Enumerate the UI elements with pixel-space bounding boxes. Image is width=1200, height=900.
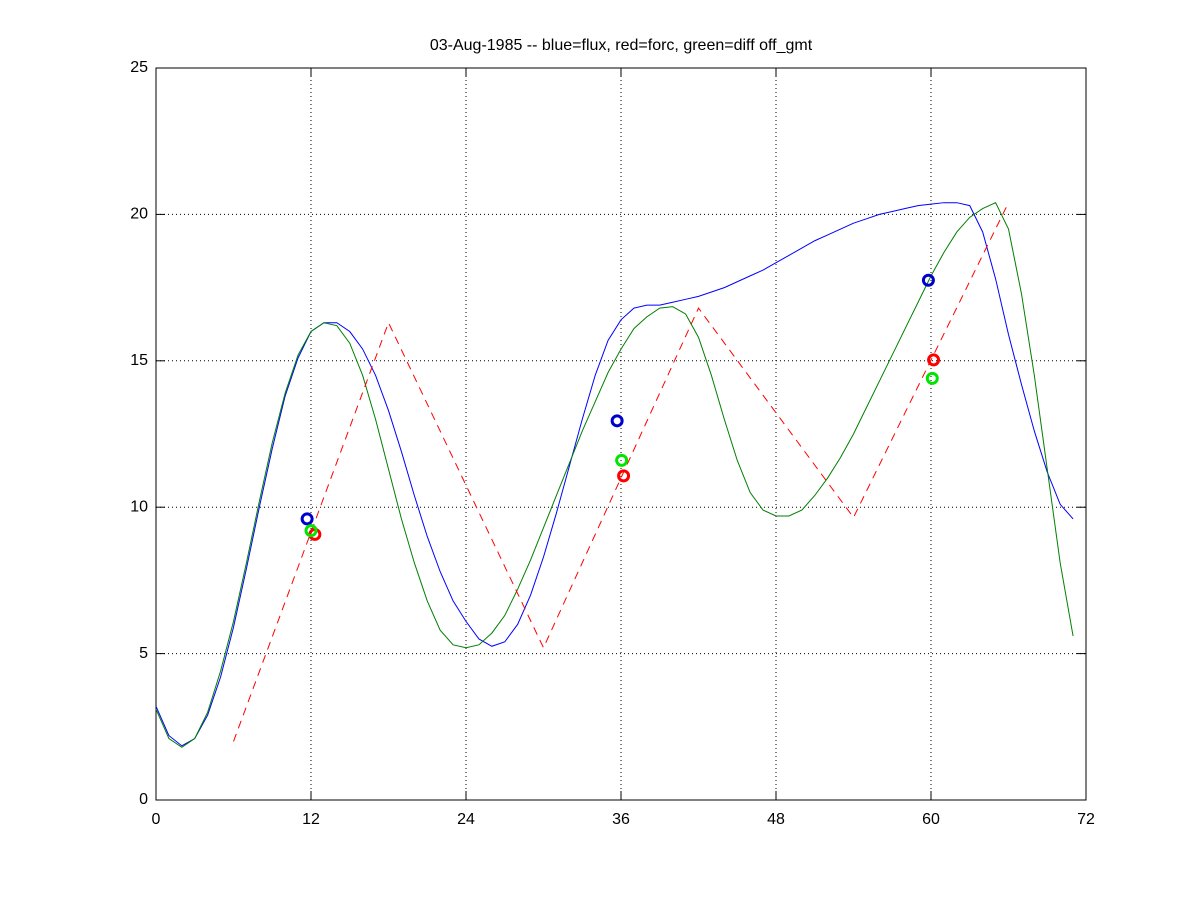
x-tick-label: 48	[767, 811, 785, 828]
data-line	[233, 202, 1009, 742]
x-tick-label: 0	[152, 811, 161, 828]
y-tick-label: 15	[130, 352, 148, 369]
x-tick-label: 60	[922, 811, 940, 828]
chart-title: 03-Aug-1985 -- blue=flux, red=forc, gree…	[430, 37, 813, 54]
data-point	[615, 453, 629, 467]
data-point	[304, 524, 318, 538]
x-tick-label: 24	[457, 811, 475, 828]
data-point	[927, 353, 941, 367]
data-point	[617, 469, 631, 483]
y-tick-label: 0	[139, 791, 148, 808]
x-tick-label: 12	[302, 811, 320, 828]
data-point	[921, 273, 935, 287]
data-point	[610, 414, 624, 428]
y-tick-label: 10	[130, 498, 148, 515]
y-tick-label: 25	[130, 59, 148, 76]
data-point	[300, 512, 314, 526]
y-tick-label: 5	[139, 645, 148, 662]
data-line	[155, 202, 1074, 748]
axes-box	[155, 67, 1087, 801]
x-tick-label: 36	[612, 811, 630, 828]
y-tick-label: 20	[130, 206, 148, 223]
x-tick-label: 72	[1077, 811, 1095, 828]
data-point	[925, 371, 939, 385]
